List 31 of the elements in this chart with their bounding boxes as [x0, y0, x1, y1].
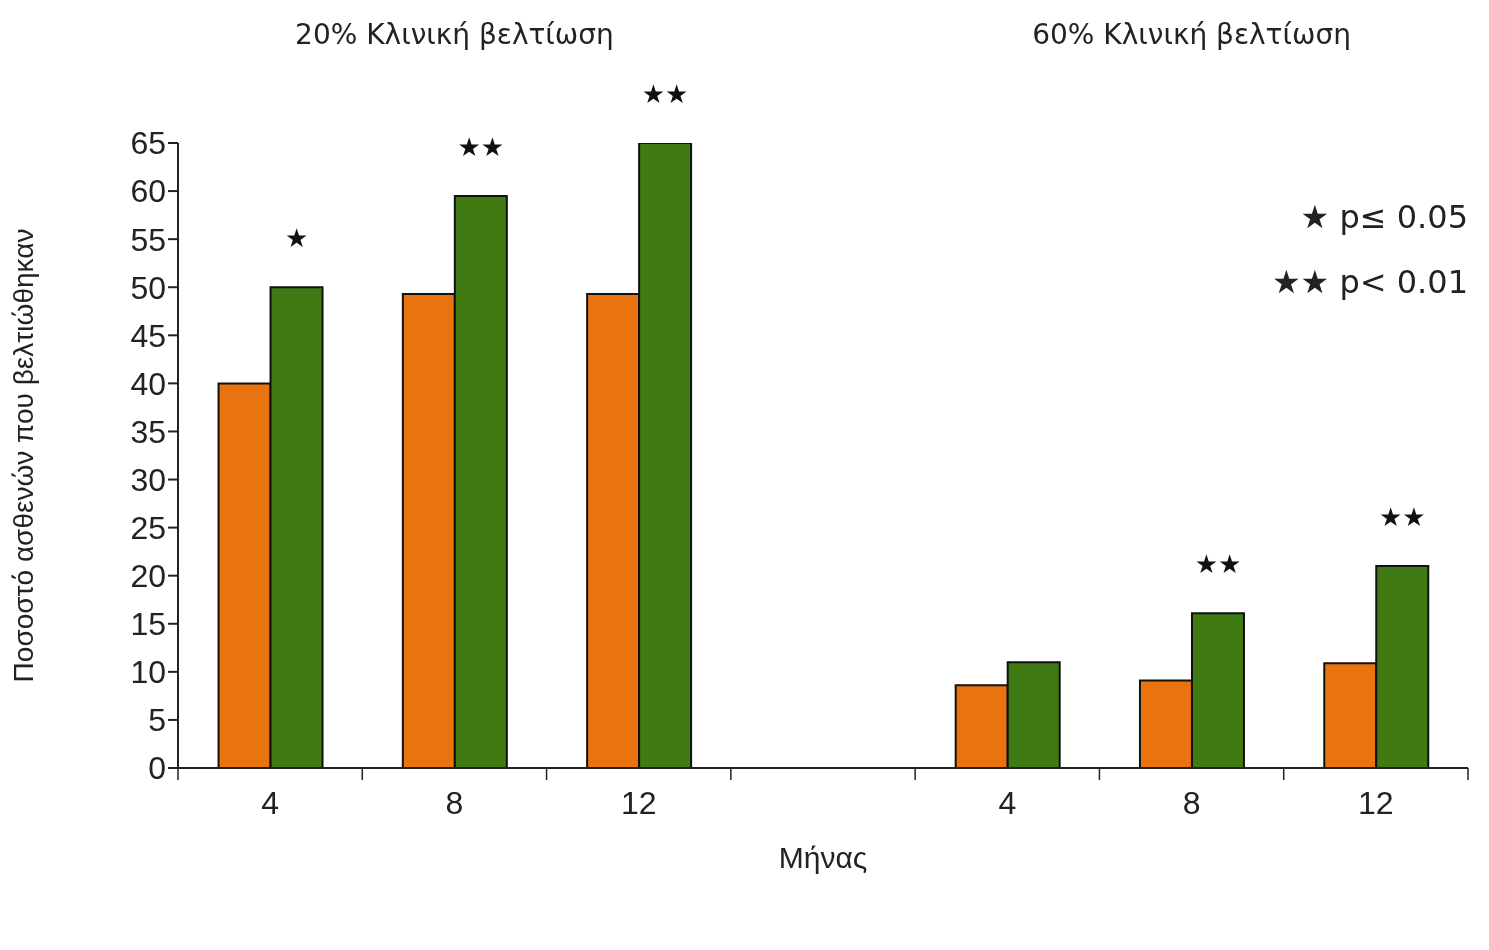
x-tick-label: 8 [445, 785, 464, 821]
data-label: ★★ [1378, 502, 1426, 533]
y-tick-label: 50 [130, 269, 166, 306]
y-tick-label: 10 [130, 654, 166, 691]
data-label: ★★ [457, 131, 505, 162]
y-tick-label: 0 [148, 750, 166, 787]
y-tick-label: 15 [130, 606, 166, 643]
y-tick-label: 30 [130, 461, 166, 498]
annotation: ★ p≤ 0.05 [1299, 198, 1468, 236]
x-tick-label: 12 [1358, 785, 1394, 821]
y-tick-label: 55 [130, 221, 166, 258]
x-tick-label: 4 [998, 785, 1017, 821]
y-tick-label: 60 [130, 173, 166, 210]
annotation: ★★ p< 0.01 [1270, 263, 1468, 301]
y-tick-label: 20 [130, 558, 166, 595]
x-tick-label: 8 [1182, 785, 1201, 821]
data-label: ★★ [1194, 549, 1242, 580]
y-tick-label: 40 [130, 365, 166, 402]
y-axis-title: Ποσοστό ασθενών που βελτιώθηκαν [7, 228, 39, 683]
x-tick-label: 4 [261, 785, 280, 821]
y-tick-label: 45 [130, 317, 166, 354]
text: 60% Κλινική βελτίωση [1031, 18, 1352, 51]
y-tick-label: 5 [148, 702, 166, 739]
y-tick-label: 25 [130, 509, 166, 546]
data-label: ★ [284, 223, 309, 254]
y-tick-label: 65 [130, 125, 166, 162]
data-label: ★★ [641, 79, 689, 109]
y-tick-label: 35 [130, 413, 166, 450]
x-tick-label: 12 [620, 785, 657, 821]
text: 20% Κλινική βελτίωση [294, 18, 615, 51]
x-axis-title: Μήνας [778, 841, 868, 874]
